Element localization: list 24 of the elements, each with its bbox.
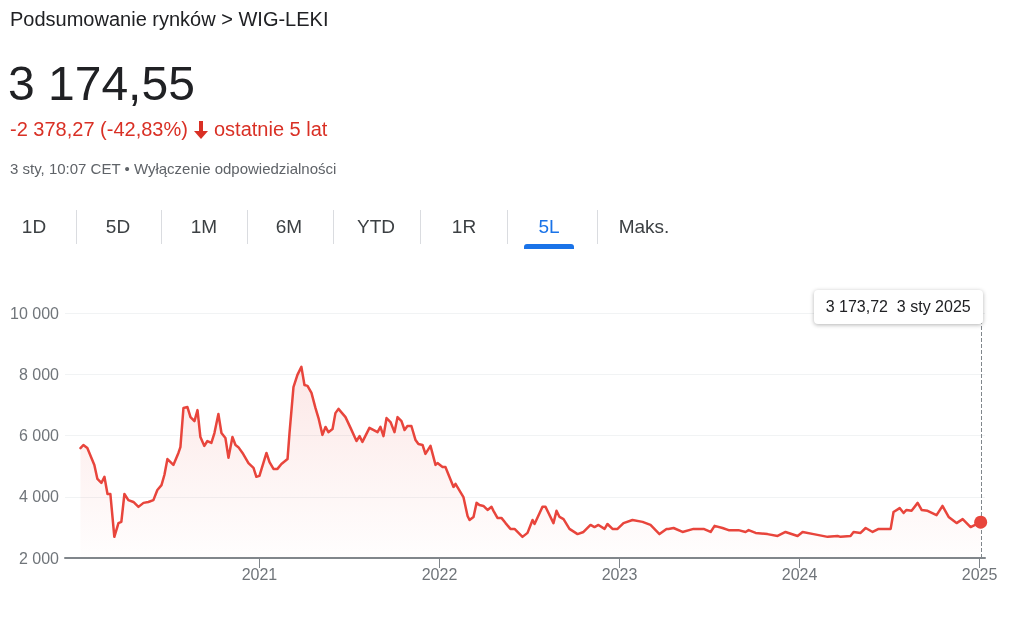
text: 1M [189, 216, 219, 238]
x-tick-label: 2021 [241, 565, 278, 583]
chart-subtitle: 3 174,55 [8, 56, 195, 111]
text: YTD [356, 216, 396, 238]
text: 1R [450, 216, 478, 238]
text: Maks. [617, 216, 671, 238]
chart-title: Podsumowanie rynków > WIG-LEKI [10, 8, 329, 31]
x-tick-label: 2024 [781, 565, 818, 583]
x-tick-label: 2023 [601, 565, 638, 583]
text: 3 sty, 10:07 CET • Wyłączenie odpowiedzialności [10, 160, 337, 177]
text: 5L [537, 216, 561, 238]
x-tick-label: 2022 [421, 565, 458, 583]
y-tick-label: 6 000 [18, 427, 60, 444]
y-tick-label: 10 000 [10, 304, 60, 322]
y-tick-label: 2 000 [18, 549, 60, 567]
text: 5D [104, 216, 132, 238]
annotation: 3 173,72 3 sty 2025 [813, 290, 983, 324]
text: 6M [274, 216, 304, 238]
text: -2 378,27 (-42,83%) [10, 118, 188, 141]
y-tick-label: 4 000 [18, 488, 60, 506]
x-tick-label: 2025 [961, 565, 998, 583]
text: 1D [20, 216, 48, 238]
y-tick-label: 8 000 [18, 365, 60, 383]
text: ostatnie 5 lat [214, 118, 328, 141]
